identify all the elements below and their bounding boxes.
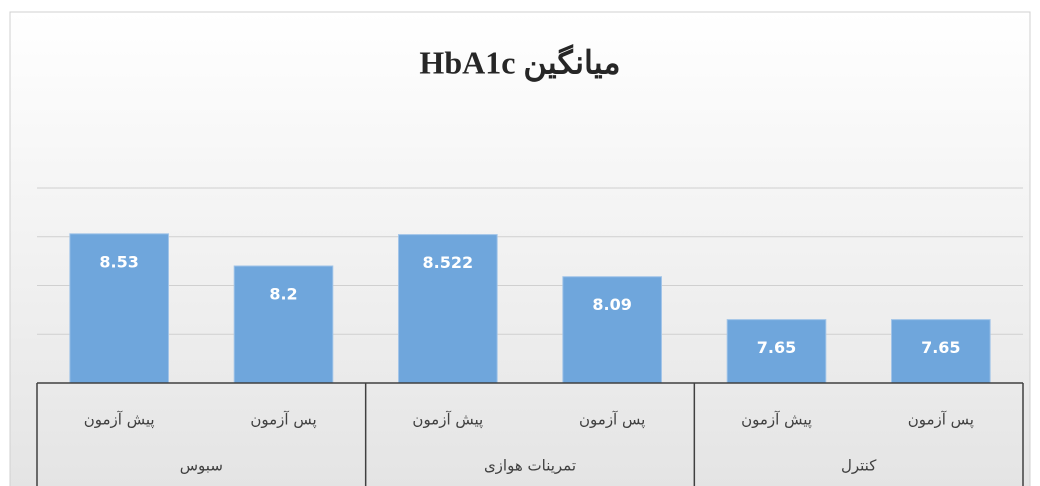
value-label: 7.65 — [757, 338, 796, 357]
value-label: 7.65 — [921, 338, 960, 357]
group-label: کنترل — [841, 457, 877, 475]
chart-title: میانگین HbA1c — [419, 43, 620, 82]
x-tick-label: پس آزمون — [908, 411, 974, 430]
value-label: 8.53 — [99, 252, 138, 271]
group-label: تمرینات هوازی — [484, 457, 576, 475]
bar — [562, 276, 662, 384]
x-tick-label: پیش آزمون — [84, 411, 155, 430]
x-tick-label: پس آزمون — [250, 411, 316, 430]
x-tick-label: پیش آزمون — [412, 411, 483, 430]
bar — [69, 233, 169, 384]
group-label: سبوس — [180, 457, 223, 475]
chart-background — [9, 11, 1031, 486]
value-label: 8.522 — [423, 253, 474, 272]
value-label: 8.09 — [592, 295, 631, 314]
x-tick-label: پیش آزمون — [741, 411, 812, 430]
x-tick-label: پس آزمون — [579, 411, 645, 430]
value-label: 8.2 — [269, 285, 297, 304]
